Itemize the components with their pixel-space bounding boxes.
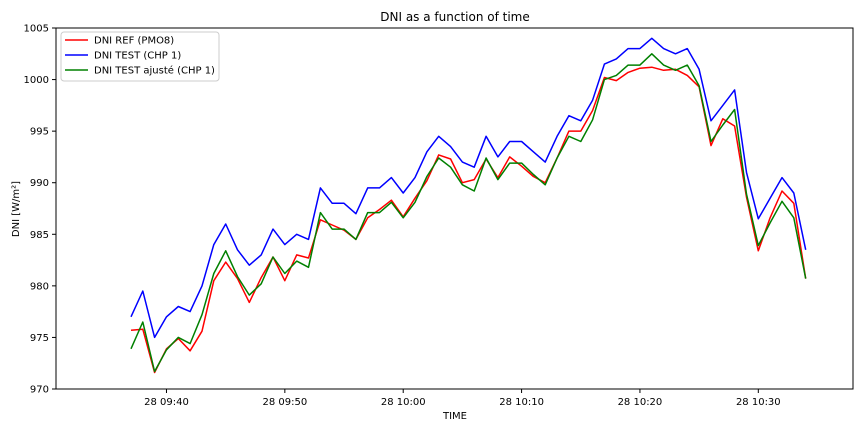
y-tick-label: 1005 [24,24,49,35]
x-tick-label: 28 09:40 [144,397,189,408]
y-tick-label: 995 [30,127,49,138]
series-line-2 [130,37,807,339]
legend-label: DNI TEST (CHP 1) [94,51,181,62]
x-axis: 28 09:40 28 09:50 28 10:00 28 10:10 28 10:20… [144,389,781,408]
x-tick-label: 28 09:50 [262,397,307,408]
legend-box [60,31,220,82]
series-line-3 [130,53,807,373]
legend-label: DNI REF (PMO8) [94,36,174,47]
y-tick-label: 1000 [24,75,49,86]
x-tick-label: 28 10:30 [736,397,781,408]
plot-frame [55,27,854,390]
y-axis: 970 975 980 985 990 995 1000 1005 [24,24,56,396]
series-line-1 [130,66,807,374]
x-axis-label: TIME [442,411,467,422]
legend-items: DNI REF (PMO8) DNI TEST (CHP 1) DNI TEST a… [65,36,215,77]
y-tick-label: 970 [30,385,49,396]
x-tick-label: 28 10:20 [618,397,663,408]
legend-label: DNI TEST ajusté (CHP 1) [94,65,215,77]
y-tick-label: 990 [30,178,49,189]
y-axis-label: DNI [W/m²] [11,181,22,237]
series-layer [130,37,807,374]
y-tick-label: 975 [30,333,49,344]
y-tick-label: 985 [30,230,49,241]
plot-area [55,27,854,390]
x-tick-label: 28 10:10 [499,397,544,408]
x-tick-label: 28 10:00 [381,397,426,408]
legend: DNI REF (PMO8) DNI TEST (CHP 1) DNI TEST a… [60,31,220,82]
y-tick-label: 980 [30,281,49,292]
chart-title: DNI as a function of time [380,10,529,24]
